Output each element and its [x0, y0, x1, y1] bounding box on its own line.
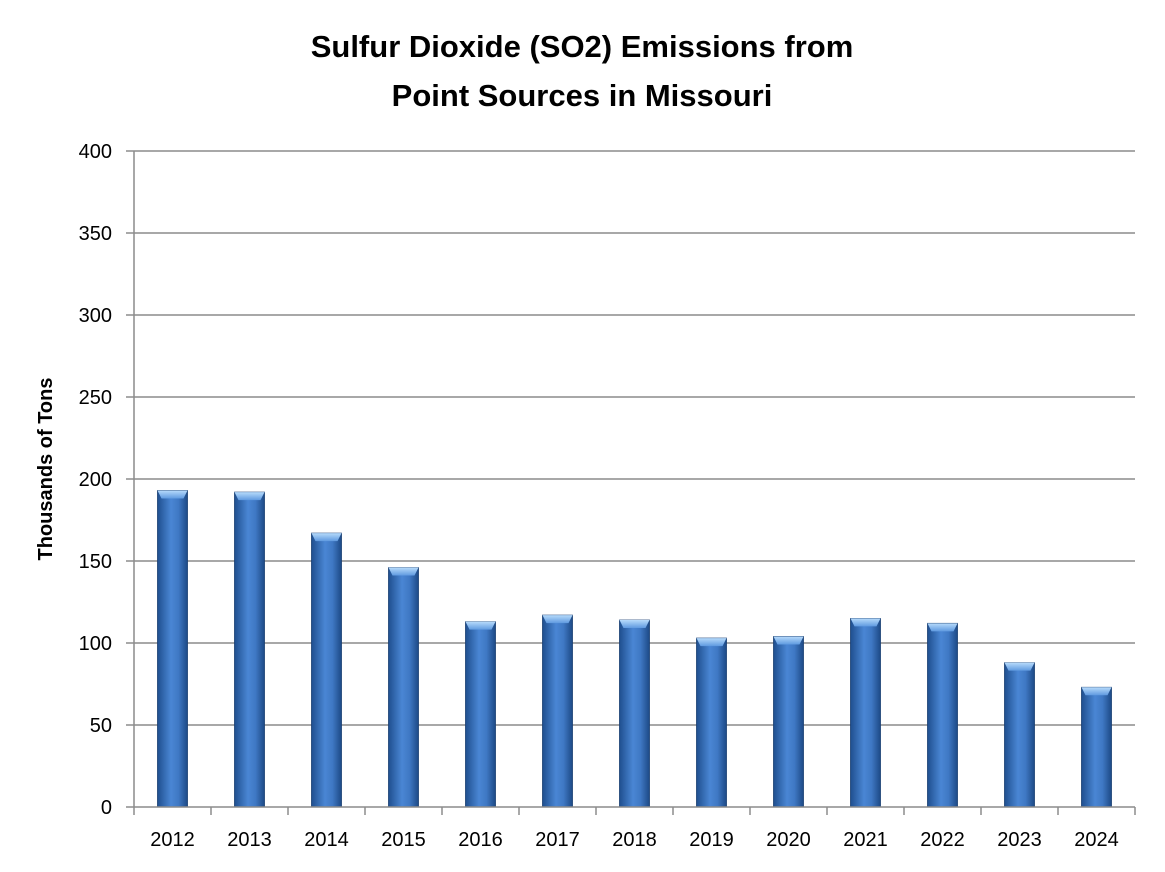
bar-2012: [157, 490, 188, 808]
bar-cap: [234, 492, 265, 501]
bar: [696, 637, 727, 808]
bar: [927, 622, 958, 808]
bar-cap: [1004, 662, 1035, 671]
x-tick-label: 2014: [304, 829, 349, 851]
y-tick-label: 300: [79, 305, 112, 327]
bar: [619, 619, 650, 808]
bar-2018: [619, 619, 650, 808]
x-tick-label: 2021: [843, 829, 888, 851]
bar: [157, 490, 188, 808]
x-tick-label: 2012: [150, 829, 195, 851]
bar: [1081, 686, 1112, 808]
y-tick-label: 200: [79, 469, 112, 491]
bar-2015: [388, 567, 419, 808]
bar-2019: [696, 637, 727, 808]
bar: [388, 567, 419, 808]
y-tick-label: 0: [101, 797, 112, 819]
y-tick-label: 250: [79, 387, 112, 409]
x-axis-ticks: 2012 2013 2014 2015 2016 2017 2018 2019 2020 2021…: [133, 807, 1136, 851]
bar-cap: [465, 621, 496, 630]
bar-2020: [773, 636, 804, 808]
bar: [1004, 662, 1035, 808]
x-tick-label: 2020: [766, 829, 811, 851]
bar: [465, 621, 496, 808]
bar-2022: [927, 622, 958, 808]
x-tick-label: 2013: [227, 829, 272, 851]
bar-cap: [619, 620, 650, 629]
y-tick-label: 50: [90, 715, 112, 737]
y-axis-label: Thousands of Tons: [35, 378, 57, 561]
bar: [234, 491, 265, 808]
y-tick-label: 100: [79, 633, 112, 655]
bars: [157, 490, 1112, 808]
y-tick-label: 400: [79, 141, 112, 163]
bar-cap: [696, 638, 727, 647]
bar-cap: [311, 533, 342, 542]
bar-cap: [850, 618, 881, 627]
chart-title-line-1: Sulfur Dioxide (SO2) Emissions from: [311, 29, 854, 64]
bar-cap: [1081, 687, 1112, 696]
x-tick-label: 2017: [535, 829, 580, 851]
bar-2021: [850, 618, 881, 808]
bar: [850, 618, 881, 808]
bar-cap: [927, 623, 958, 632]
bar-2023: [1004, 662, 1035, 808]
gridlines: [134, 150, 1135, 726]
bar-2016: [465, 621, 496, 808]
bar-cap: [542, 615, 573, 624]
y-tick-label: 150: [79, 551, 112, 573]
bar: [311, 532, 342, 808]
y-axis-ticks: 0 50 100 150 200 250 300 350 400: [79, 141, 134, 819]
bar-2024: [1081, 686, 1112, 808]
bar-cap: [157, 490, 188, 499]
x-tick-label: 2023: [997, 829, 1042, 851]
y-tick-label: 350: [79, 223, 112, 245]
axes: [133, 151, 1135, 808]
bar-2014: [311, 532, 342, 808]
bar: [542, 614, 573, 808]
chart-title-line-2: Point Sources in Missouri: [392, 78, 773, 113]
bar-cap: [388, 567, 419, 576]
bar: [773, 636, 804, 808]
bar-2013: [234, 491, 265, 808]
x-tick-label: 2024: [1074, 829, 1119, 851]
x-tick-label: 2018: [612, 829, 657, 851]
x-tick-label: 2016: [458, 829, 503, 851]
x-tick-label: 2019: [689, 829, 734, 851]
bar-cap: [773, 636, 804, 645]
x-tick-label: 2015: [381, 829, 426, 851]
x-tick-label: 2022: [920, 829, 965, 851]
bar-2017: [542, 614, 573, 808]
